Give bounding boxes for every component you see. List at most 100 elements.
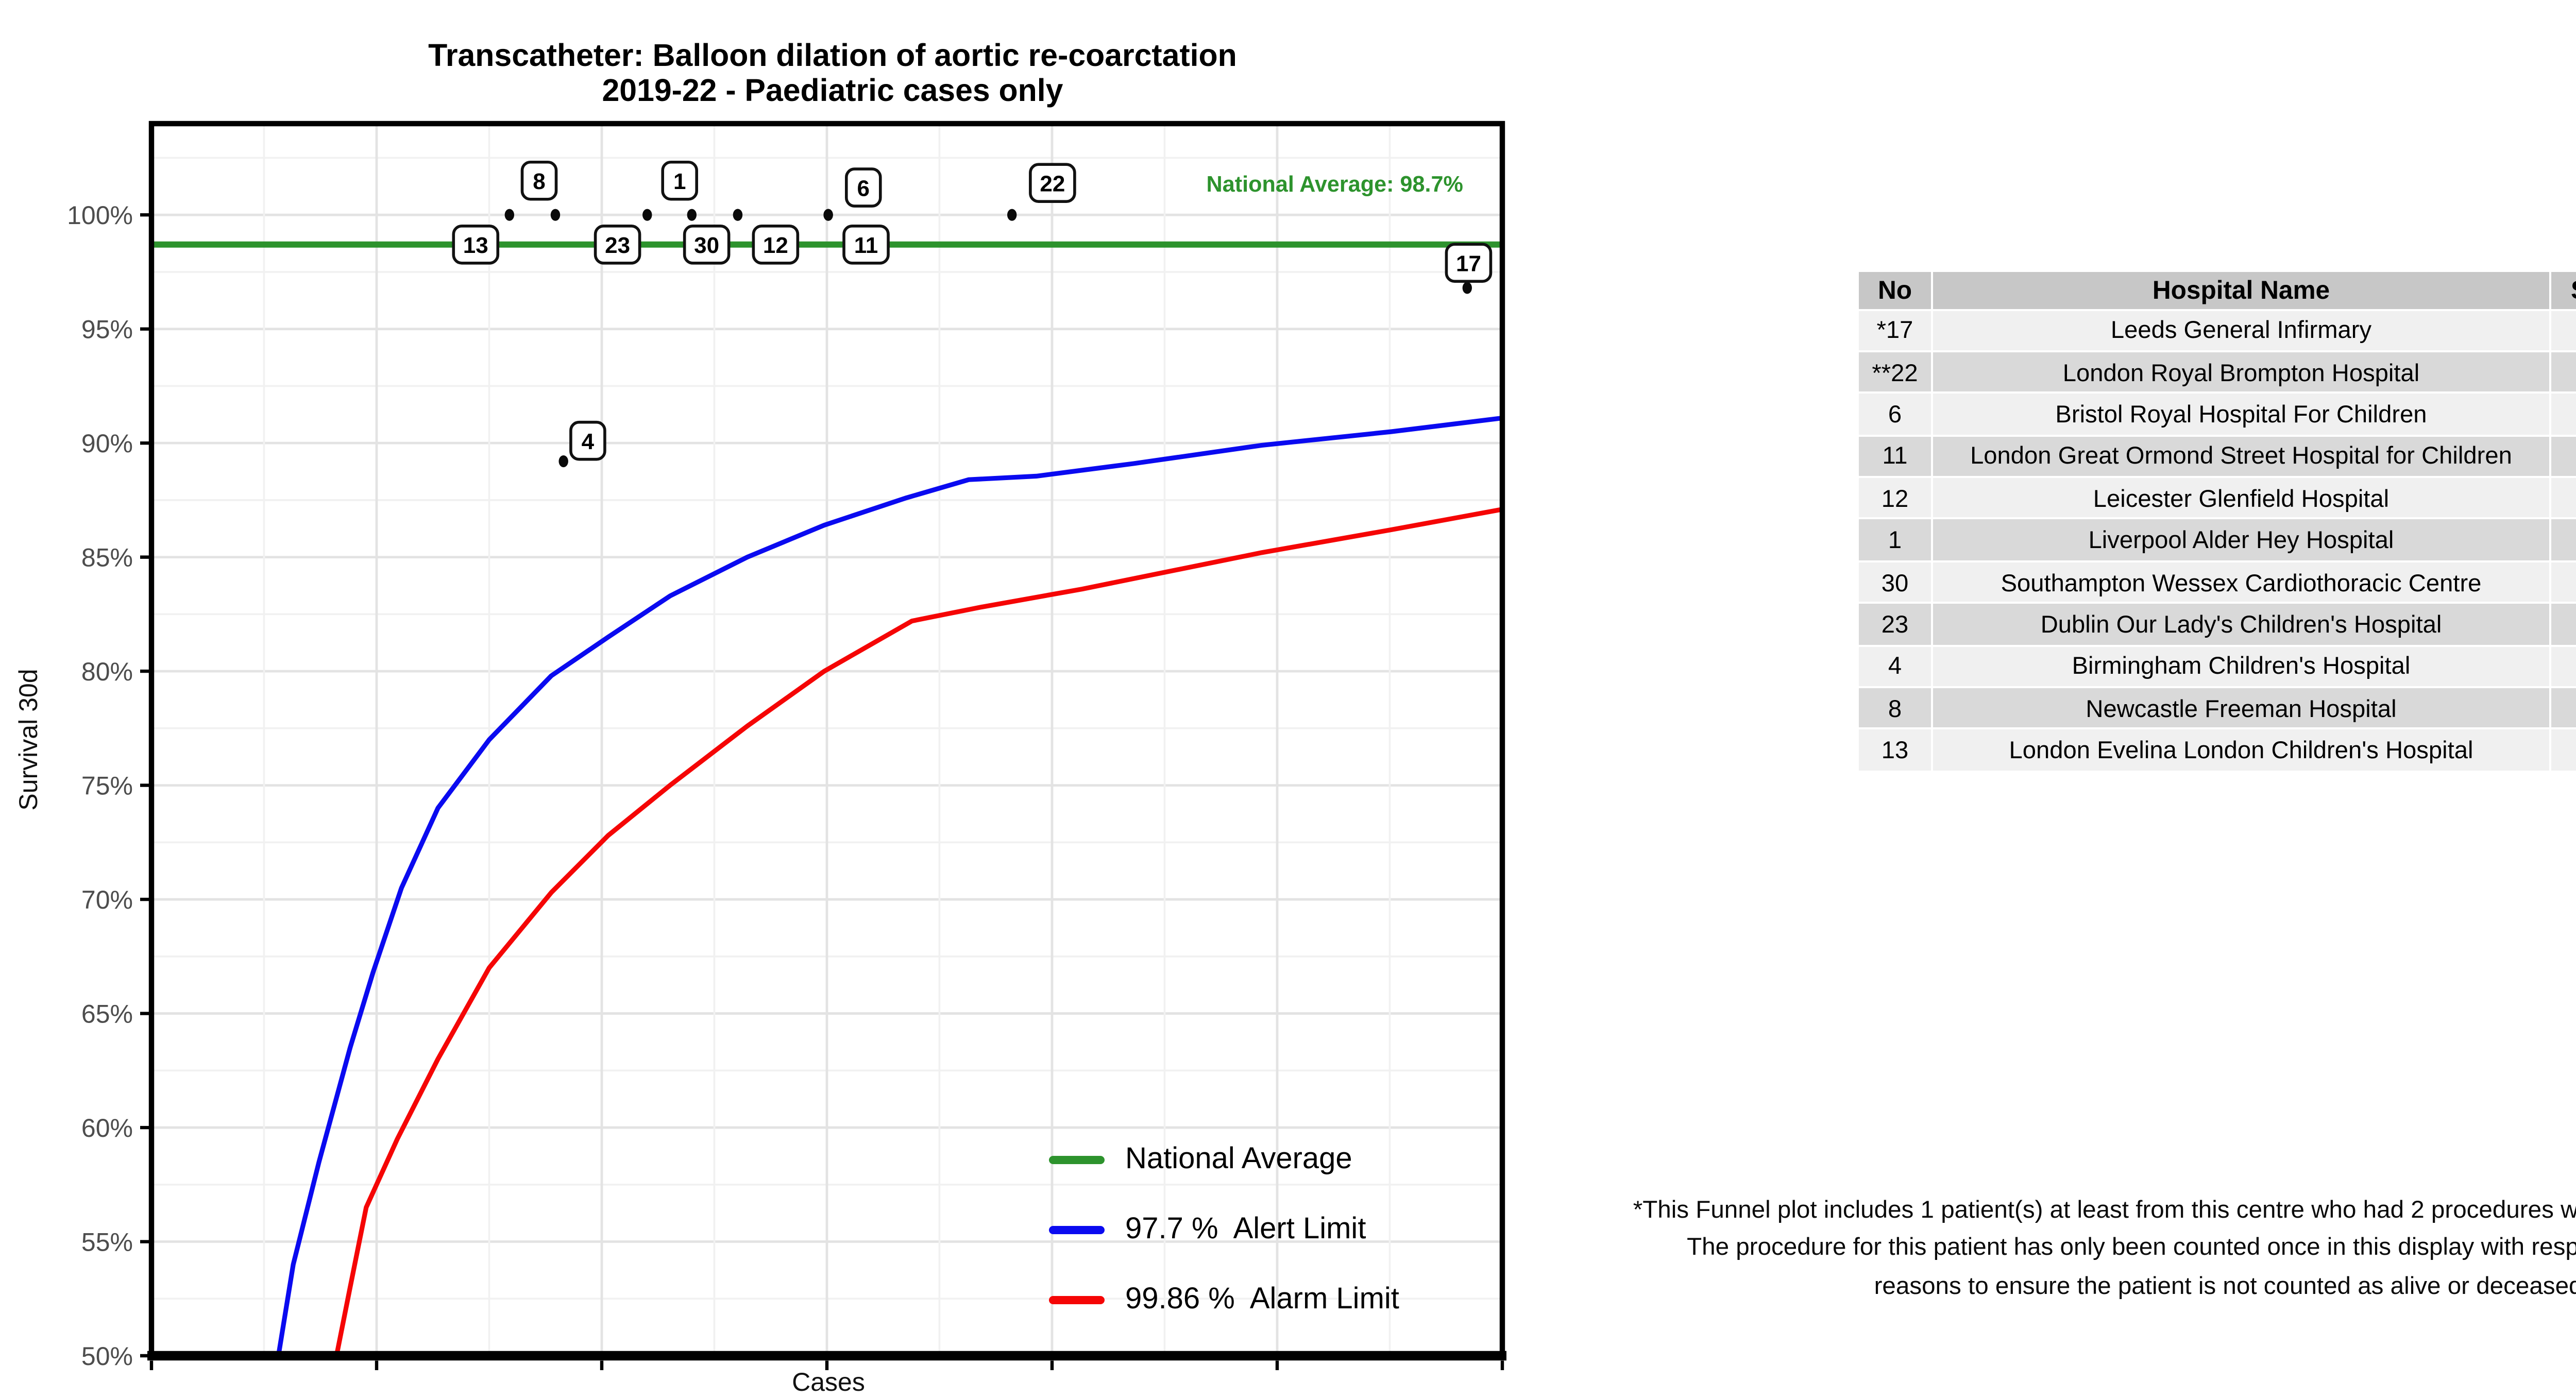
table-cell-no: 6 xyxy=(1859,394,1931,434)
alert-limit-curve xyxy=(276,415,1505,1358)
y-axis-title: Survival 30d xyxy=(14,669,43,811)
y-tick-label: 75% xyxy=(81,772,133,800)
national-average-annotation: National Average: 98.7% xyxy=(1206,173,1464,198)
plot-series xyxy=(151,241,1505,1358)
point-label-box xyxy=(842,224,890,265)
legend-label: 99.86 % Alarm Limit xyxy=(1125,1284,1399,1317)
table-row: 11 London Great Ormond Street Hospital fo… xyxy=(1859,436,2576,476)
table-cell-hospital-name: Southampton Wessex Cardiothoracic Centre xyxy=(1933,562,2549,602)
data-point-dot xyxy=(823,209,833,221)
chart-title-line1: Transcatheter: Balloon dilation of aorti… xyxy=(428,39,1237,74)
y-tick-label: 85% xyxy=(81,543,133,572)
funnel-plot: 100% 95% 90% 85% 80% 75% 70% 65% 60% 55% 50% 17 22 6… xyxy=(67,121,1506,1371)
legend-swatch-alarm_red xyxy=(1049,1296,1105,1304)
legend-label: National Average xyxy=(1125,1144,1352,1176)
plot-axis: 100% 95% 90% 85% 80% 75% 70% 65% 60% 55% 50% xyxy=(67,121,1506,1371)
x-axis-title: Cases xyxy=(792,1368,865,1397)
legend-row: National Average xyxy=(1049,1125,1399,1195)
table-cell-survival: 100% xyxy=(2551,520,2576,560)
data-point-dot xyxy=(558,455,568,468)
table-cell-survival: 100% xyxy=(2551,562,2576,602)
table-cell-no: 12 xyxy=(1859,478,1931,518)
point-label-box xyxy=(594,224,641,265)
table-row: 30 Southampton Wessex Cardiothoracic Cent… xyxy=(1859,562,2576,602)
point-label-text: 6 xyxy=(857,176,870,201)
footnote-line2: The procedure for this patient has only … xyxy=(1687,1233,2576,1262)
point-label-box xyxy=(752,224,800,265)
table-cell-survival: 100% xyxy=(2551,604,2576,644)
table-row: 13 London Evelina London Children's Hospi… xyxy=(1859,730,2576,771)
footnote-line3: reasons to ensure the patient is not cou… xyxy=(1874,1270,2576,1300)
footnote-line1: *This Funnel plot includes 1 patient(s) … xyxy=(1633,1195,2576,1224)
table-cell-no: 30 xyxy=(1859,562,1931,602)
point-label-box xyxy=(1029,163,1076,203)
table-cell-hospital-name: Bristol Royal Hospital For Children xyxy=(1933,394,2549,434)
y-tick-label: 50% xyxy=(81,1342,133,1371)
table-cell-no: 23 xyxy=(1859,604,1931,644)
point-label-box xyxy=(520,160,558,201)
data-point-dot xyxy=(1462,282,1472,294)
table-cell-hospital-name: London Great Ormond Street Hospital for … xyxy=(1933,436,2549,476)
point-label-box xyxy=(844,167,882,208)
plot-points xyxy=(504,209,1472,468)
table-cell-hospital-name: Leicester Glenfield Hospital xyxy=(1933,478,2549,518)
y-tick-label: 100% xyxy=(67,201,133,230)
point-label-box xyxy=(452,224,500,265)
legend-swatch-alert_blue xyxy=(1049,1226,1105,1234)
point-label-box xyxy=(1445,243,1493,283)
table-cell-hospital-name: London Evelina London Children's Hospita… xyxy=(1933,730,2549,771)
point-label-text: 8 xyxy=(533,169,545,194)
table-cell-survival: 97% xyxy=(2551,310,2576,350)
table-cell-survival: 100% xyxy=(2551,394,2576,434)
alarm-limit-curve xyxy=(334,507,1505,1358)
point-label-text: 13 xyxy=(463,233,488,258)
table-cell-survival: 100% xyxy=(2551,688,2576,728)
point-label-box xyxy=(683,224,731,265)
point-label-box xyxy=(661,160,699,201)
table-cell-survival: 100% xyxy=(2551,352,2576,393)
point-label-text: 22 xyxy=(1040,171,1065,196)
table-header-cell: Survival 30d xyxy=(2551,272,2576,308)
y-tick-label: 70% xyxy=(81,885,133,914)
table-cell-no: 8 xyxy=(1859,688,1931,728)
point-label-text: 23 xyxy=(605,233,630,258)
table-cell-hospital-name: Liverpool Alder Hey Hospital xyxy=(1933,520,2549,560)
table-cell-no: 11 xyxy=(1859,436,1931,476)
table-cell-hospital-name: Dublin Our Lady's Children's Hospital xyxy=(1933,604,2549,644)
table-cell-survival: 89% xyxy=(2551,646,2576,687)
table-cell-no: **22 xyxy=(1859,352,1931,393)
table-cell-no: 4 xyxy=(1859,646,1931,687)
point-label-text: 30 xyxy=(694,233,719,258)
data-point-dot xyxy=(504,209,515,221)
table-cell-survival: 100% xyxy=(2551,730,2576,771)
point-label-box xyxy=(569,420,606,461)
table-cell-hospital-name: Leeds General Infirmary xyxy=(1933,310,2549,350)
legend-swatch-national_average_green xyxy=(1049,1156,1105,1164)
legend-row: 97.7 % Alert Limit xyxy=(1049,1195,1399,1265)
point-label-text: 11 xyxy=(854,233,878,258)
chart-title-line2: 2019-22 - Paediatric cases only xyxy=(602,74,1063,109)
y-tick-label: 55% xyxy=(81,1228,133,1257)
data-point-dot xyxy=(1007,209,1017,221)
table-cell-no: *17 xyxy=(1859,310,1931,350)
point-label-text: 1 xyxy=(673,169,686,194)
y-tick-label: 80% xyxy=(81,657,133,686)
point-label-text: 4 xyxy=(582,429,595,454)
table-header-cell: Hospital Name xyxy=(1933,272,2549,308)
footnote: *This Funnel plot includes 1 patient(s) … xyxy=(1577,1191,2576,1304)
table-cell-hospital-name: London Royal Brompton Hospital xyxy=(1933,352,2549,393)
table-cell-no: 13 xyxy=(1859,730,1931,771)
y-tick-label: 95% xyxy=(81,315,133,344)
data-point-dot xyxy=(733,209,743,221)
